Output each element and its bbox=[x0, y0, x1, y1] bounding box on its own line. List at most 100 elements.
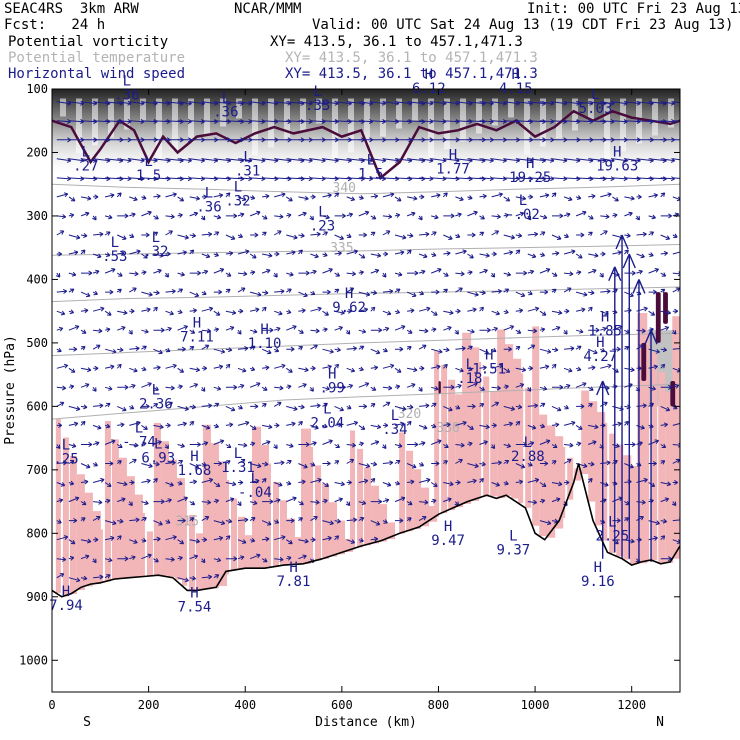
wind-vector bbox=[309, 387, 314, 392]
pv-extremum-tag: L bbox=[62, 438, 70, 454]
pv-shade-streak bbox=[220, 98, 226, 127]
wind-vector bbox=[503, 325, 515, 331]
wind-vector bbox=[479, 252, 490, 258]
wind-vector bbox=[685, 425, 691, 429]
wind-vector bbox=[177, 157, 192, 163]
wind-vector bbox=[262, 193, 270, 199]
wind-vector bbox=[92, 516, 101, 522]
wind-vector bbox=[370, 306, 376, 312]
wind-vector bbox=[685, 119, 701, 123]
wind-vector bbox=[443, 326, 452, 331]
wind-vector bbox=[213, 402, 220, 408]
wind-vector bbox=[600, 157, 615, 163]
wind-vector bbox=[345, 501, 351, 507]
pv-extremum-tag: L bbox=[144, 154, 152, 170]
pv-fill-column bbox=[258, 445, 269, 569]
pv-extremum-value: .36 bbox=[213, 104, 238, 120]
wind-vector bbox=[382, 482, 392, 487]
wind-vector bbox=[600, 251, 606, 257]
wind-vector bbox=[346, 479, 352, 486]
wind-vector bbox=[455, 458, 463, 464]
wind-vector bbox=[406, 211, 416, 217]
wind-vector bbox=[189, 211, 199, 217]
wind-vector bbox=[660, 272, 667, 277]
wind-vector bbox=[201, 365, 208, 371]
wind-vector bbox=[92, 253, 102, 259]
wind-vector bbox=[418, 215, 423, 221]
wind-vector bbox=[527, 290, 533, 296]
wind-vector bbox=[660, 384, 672, 390]
pv-fill-column bbox=[399, 432, 406, 534]
wind-vector bbox=[68, 577, 81, 583]
wind-vector bbox=[418, 387, 423, 392]
wind-vector bbox=[370, 252, 382, 258]
wind-vector bbox=[491, 385, 501, 391]
wind-vector bbox=[455, 271, 465, 277]
pv-fill-column bbox=[167, 459, 177, 577]
wind-vector bbox=[503, 367, 511, 373]
updraft-vector bbox=[596, 380, 610, 559]
wind-vector bbox=[237, 420, 250, 426]
wind-vector bbox=[68, 346, 78, 352]
wind-vector bbox=[491, 460, 502, 466]
wind-vector bbox=[141, 195, 147, 200]
wind-vector bbox=[261, 557, 268, 563]
wind-vector bbox=[443, 288, 448, 294]
field-xy-potential-vorticity: XY= 413.5, 36.1 to 457.1,471.3 bbox=[270, 34, 523, 50]
wind-vector bbox=[394, 496, 406, 503]
wind-vector bbox=[370, 215, 377, 220]
wind-vector bbox=[201, 537, 208, 543]
wind-vector bbox=[527, 403, 539, 409]
wind-vector bbox=[68, 196, 76, 202]
wind-vector bbox=[370, 365, 379, 371]
wind-vector bbox=[68, 496, 80, 503]
model-name: SEAC4RS 3km ARW bbox=[4, 1, 139, 17]
pv-shade-streak bbox=[348, 98, 354, 153]
wind-vector bbox=[527, 441, 535, 446]
wind-vector bbox=[660, 347, 668, 353]
pv-extremum-tag: L bbox=[524, 435, 532, 451]
wind-vector bbox=[576, 403, 585, 409]
wind-vector bbox=[587, 348, 598, 355]
wind-vector bbox=[479, 215, 485, 220]
wind-vector bbox=[407, 441, 419, 448]
wind-vector bbox=[56, 573, 65, 579]
wind-vector bbox=[81, 270, 93, 276]
pv-shade-streak bbox=[604, 98, 610, 160]
wind-vector bbox=[636, 269, 643, 275]
pv-fill-column bbox=[364, 467, 372, 546]
wind-vector bbox=[68, 288, 75, 293]
pv-fill-column bbox=[69, 455, 77, 595]
wind-vector bbox=[92, 558, 97, 564]
wind-vector bbox=[672, 139, 680, 141]
wind-vector bbox=[153, 348, 163, 355]
wind-vector bbox=[648, 535, 658, 541]
wind-vector bbox=[407, 270, 419, 276]
pv-fill-column bbox=[658, 372, 666, 563]
wind-vector bbox=[479, 440, 488, 445]
wind-vector bbox=[407, 195, 418, 201]
wind-vector bbox=[322, 268, 333, 274]
wind-vector bbox=[92, 215, 97, 221]
wind-vector bbox=[407, 233, 414, 238]
wind-vector bbox=[92, 387, 97, 392]
wind-vector bbox=[587, 386, 594, 391]
wind-vector bbox=[334, 405, 345, 412]
pv-fill-column bbox=[195, 533, 203, 591]
wind-vector bbox=[575, 291, 588, 297]
wind-vector bbox=[286, 367, 293, 373]
theta-contour-label: 330 bbox=[436, 421, 459, 436]
pv-fill-column bbox=[357, 448, 364, 548]
wind-vector bbox=[261, 403, 267, 408]
wind-vector bbox=[165, 482, 174, 487]
wind-vector bbox=[358, 366, 364, 372]
wind-vector bbox=[551, 192, 557, 198]
wind-vectors bbox=[55, 100, 701, 583]
wind-vector bbox=[527, 462, 533, 467]
wind-vector bbox=[443, 405, 453, 412]
wind-vector bbox=[551, 497, 561, 503]
wind-vector bbox=[588, 365, 596, 371]
wind-vector bbox=[117, 326, 126, 331]
wind-vector bbox=[153, 403, 159, 408]
pv-fill-column bbox=[441, 365, 448, 514]
